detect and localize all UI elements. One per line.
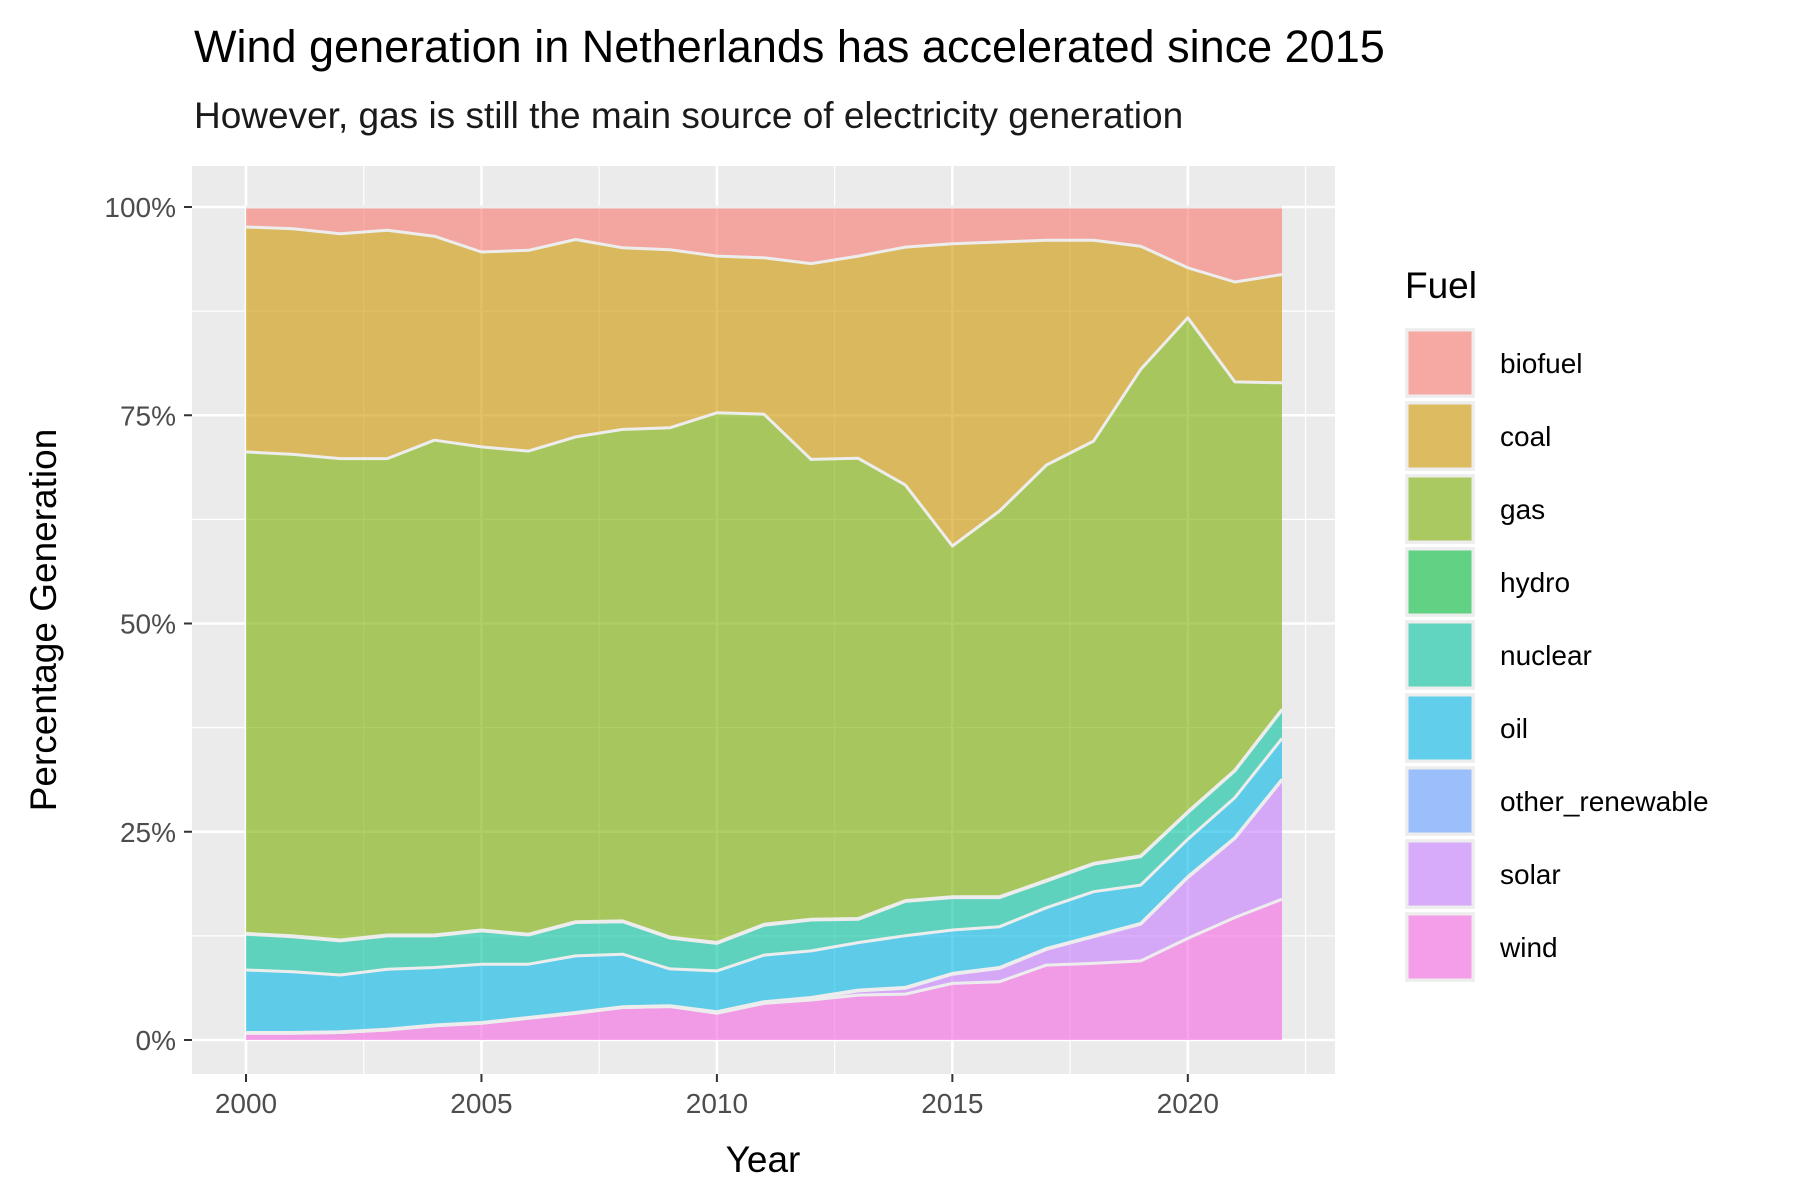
x-tick-label: 2015 xyxy=(921,1088,983,1119)
legend-title: Fuel xyxy=(1405,265,1477,306)
outline-gas xyxy=(245,316,1283,548)
x-tick-label: 2010 xyxy=(686,1088,748,1119)
chart-title: Wind generation in Netherlands has accel… xyxy=(194,21,1385,72)
y-tick-label: 50% xyxy=(120,609,176,640)
y-tick-label: 25% xyxy=(120,817,176,848)
outline-oil xyxy=(245,737,1284,977)
area-outlines xyxy=(245,205,1284,1035)
legend-label-other_renewable: other_renewable xyxy=(1500,786,1709,817)
y-tick-label: 100% xyxy=(104,192,176,223)
area-solar xyxy=(246,780,1282,1034)
legend-label-hydro: hydro xyxy=(1500,567,1570,598)
area-biofuel xyxy=(246,207,1282,282)
legend-label-nuclear: nuclear xyxy=(1500,640,1592,671)
x-tick-label: 2005 xyxy=(450,1088,512,1119)
area-nuclear xyxy=(246,710,1282,975)
legend-key-gas xyxy=(1405,474,1475,544)
legend-label-gas: gas xyxy=(1500,494,1545,525)
area-coal xyxy=(246,227,1282,546)
legend: biofuel coal gas hydro nuclear oil other_renew… xyxy=(1405,328,1709,982)
legend-key-other_renewable xyxy=(1405,766,1475,836)
legend-label-biofuel: biofuel xyxy=(1500,348,1583,379)
legend-key-nuclear xyxy=(1405,620,1475,690)
legend-key-oil xyxy=(1405,693,1475,763)
area-gas xyxy=(246,317,1282,943)
x-tick-label: 2000 xyxy=(215,1088,277,1119)
y-axis: 0% 25% 50% 75% 100% xyxy=(104,192,192,1056)
chart-subtitle: However, gas is still the main source of… xyxy=(194,95,1183,136)
legend-key-hydro xyxy=(1405,547,1475,617)
x-tick-label: 2020 xyxy=(1157,1088,1219,1119)
outline-coal xyxy=(245,225,1283,284)
y-tick-label: 0% xyxy=(136,1025,176,1056)
area-layers xyxy=(246,207,1282,1040)
area-wind xyxy=(246,899,1282,1040)
legend-label-coal: coal xyxy=(1500,421,1551,452)
x-axis: 2000 2005 2010 2015 2020 xyxy=(215,1074,1219,1119)
legend-label-solar: solar xyxy=(1500,859,1561,890)
outline-hydro xyxy=(245,708,1284,944)
legend-key-solar xyxy=(1405,839,1475,909)
x-axis-title: Year xyxy=(726,1139,801,1180)
outline-other_renewable xyxy=(246,778,1284,1034)
y-axis-title: Percentage Generation xyxy=(23,429,64,812)
y-tick-label: 75% xyxy=(120,400,176,431)
legend-key-biofuel xyxy=(1405,328,1475,398)
legend-key-wind xyxy=(1405,912,1475,982)
legend-key-coal xyxy=(1405,401,1475,471)
legend-label-wind: wind xyxy=(1499,932,1558,963)
area-oil xyxy=(246,738,1282,1033)
legend-label-oil: oil xyxy=(1500,713,1528,744)
